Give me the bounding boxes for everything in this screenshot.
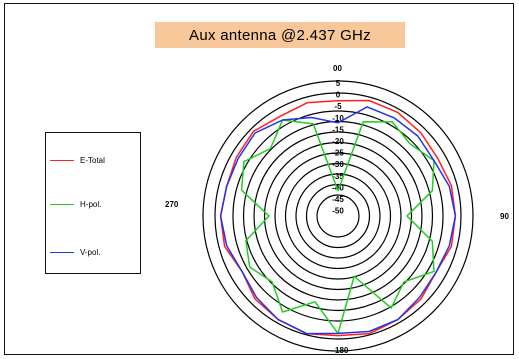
radial-tick-label: 5 — [336, 79, 341, 88]
radial-tick-label: -30 — [332, 160, 344, 169]
grid-ring-4 — [274, 152, 402, 280]
radial-tick-label: -50 — [332, 207, 344, 216]
direction-label-top: 00 — [333, 64, 342, 73]
chart-title: Aux antenna @2.437 GHz — [155, 22, 405, 48]
grid-ring-8 — [316, 194, 360, 238]
grid-ring-6 — [295, 173, 381, 259]
radial-tick-label: -45 — [332, 195, 344, 204]
grid-ring-outer-0 — [202, 80, 474, 352]
radial-tick-label: -15 — [332, 125, 344, 134]
radial-tick-label: -20 — [332, 137, 344, 146]
legend-item-h-pol: H-pol. — [50, 197, 101, 211]
radial-tick-label: 0 — [336, 91, 341, 100]
legend-label-e-total: E-Total — [80, 155, 105, 165]
legend-item-e-total: E-Total — [50, 153, 105, 167]
radial-tick-label: -10 — [332, 114, 344, 123]
polar-grid-rings — [202, 80, 474, 352]
series-line-v-pol — [219, 106, 457, 335]
series-line-e-total — [219, 99, 457, 337]
grid-ring-2 — [253, 131, 423, 301]
chart-frame: Aux antenna @2.437 GHz E-Total H-pol. V-… — [4, 3, 514, 355]
radial-tick-label: -40 — [332, 183, 344, 192]
grid-ring-5 — [284, 162, 392, 270]
grid-ring-outer-1 — [214, 92, 462, 340]
series-lines — [219, 99, 457, 337]
radial-tick-labels: 5 0 -5 -10 -15 -20 -25 -30 -35 -40 -45 -50 — [332, 79, 344, 216]
legend-label-v-pol: V-pol. — [80, 247, 101, 257]
legend-swatch-v-pol — [50, 251, 74, 253]
legend-label-h-pol: H-pol. — [80, 199, 102, 209]
grid-ring-1 — [242, 120, 434, 312]
grid-ring-7 — [305, 183, 371, 249]
grid-ring-3 — [263, 141, 413, 291]
legend-swatch-h-pol — [50, 203, 74, 205]
grid-ring-0 — [232, 110, 444, 322]
direction-label-left: 270 — [165, 200, 179, 209]
legend-swatch-e-total — [50, 159, 74, 161]
radial-tick-label: -5 — [334, 102, 342, 111]
radial-tick-label: -35 — [332, 172, 344, 181]
direction-label-right: 90 — [500, 212, 509, 221]
legend-item-v-pol: V-pol. — [50, 245, 100, 259]
radial-tick-label: -25 — [332, 149, 344, 158]
legend: E-Total H-pol. V-pol. — [45, 132, 141, 274]
